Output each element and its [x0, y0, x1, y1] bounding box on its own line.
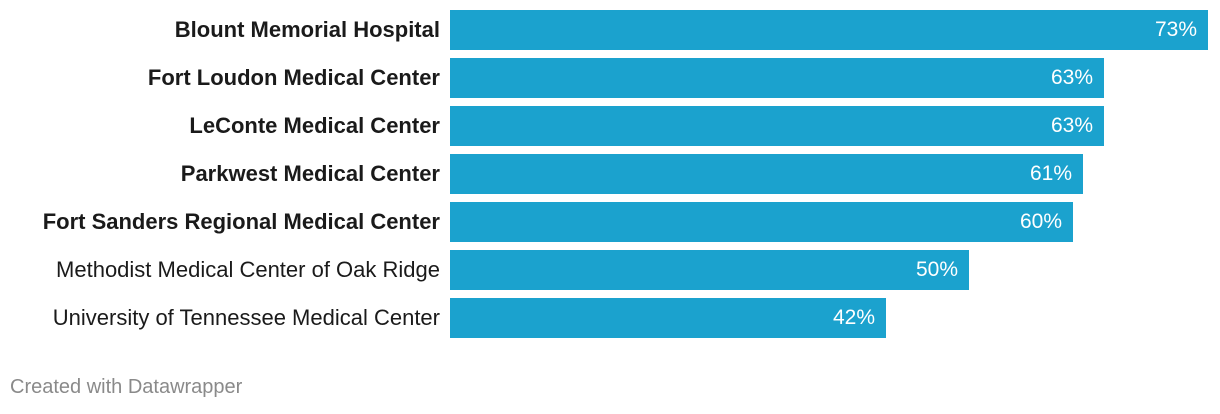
bar-row: LeConte Medical Center 63% — [0, 106, 1220, 146]
credit-text: Created with Datawrapper — [10, 376, 243, 398]
category-label: University of Tennessee Medical Center — [52, 305, 440, 330]
category-label: LeConte Medical Center — [189, 113, 440, 138]
bar: 60% — [450, 202, 1073, 242]
bar: 73% — [450, 10, 1208, 50]
value-label: 61% — [1029, 162, 1072, 185]
value-label: 42% — [832, 306, 875, 329]
category-label: Parkwest Medical Center — [180, 161, 440, 186]
category-label: Blount Memorial Hospital — [174, 17, 440, 42]
bar: 50% — [450, 250, 969, 290]
bar-row: Parkwest Medical Center 61% — [0, 154, 1220, 194]
bar-chart: Blount Memorial Hospital 73% Fort Loudon M… — [0, 10, 1220, 338]
value-label: 63% — [1050, 66, 1093, 89]
bar: 63% — [450, 58, 1104, 98]
value-label: 60% — [1019, 210, 1062, 233]
value-label: 50% — [915, 258, 958, 281]
bar: 42% — [450, 298, 886, 338]
bar: 63% — [450, 106, 1104, 146]
bar-row: Fort Sanders Regional Medical Center 60% — [0, 202, 1220, 242]
category-label: Fort Loudon Medical Center — [147, 65, 440, 90]
bar: 61% — [450, 154, 1083, 194]
value-label: 63% — [1050, 114, 1093, 137]
bar-row: Blount Memorial Hospital 73% — [0, 10, 1220, 50]
category-label: Fort Sanders Regional Medical Center — [42, 209, 440, 234]
bar-row: Methodist Medical Center of Oak Ridge 50% — [0, 250, 1220, 290]
bar-row: Fort Loudon Medical Center 63% — [0, 58, 1220, 98]
value-label: 73% — [1154, 18, 1197, 41]
bar-row: University of Tennessee Medical Center 42… — [0, 298, 1220, 338]
category-label: Methodist Medical Center of Oak Ridge — [56, 257, 440, 282]
